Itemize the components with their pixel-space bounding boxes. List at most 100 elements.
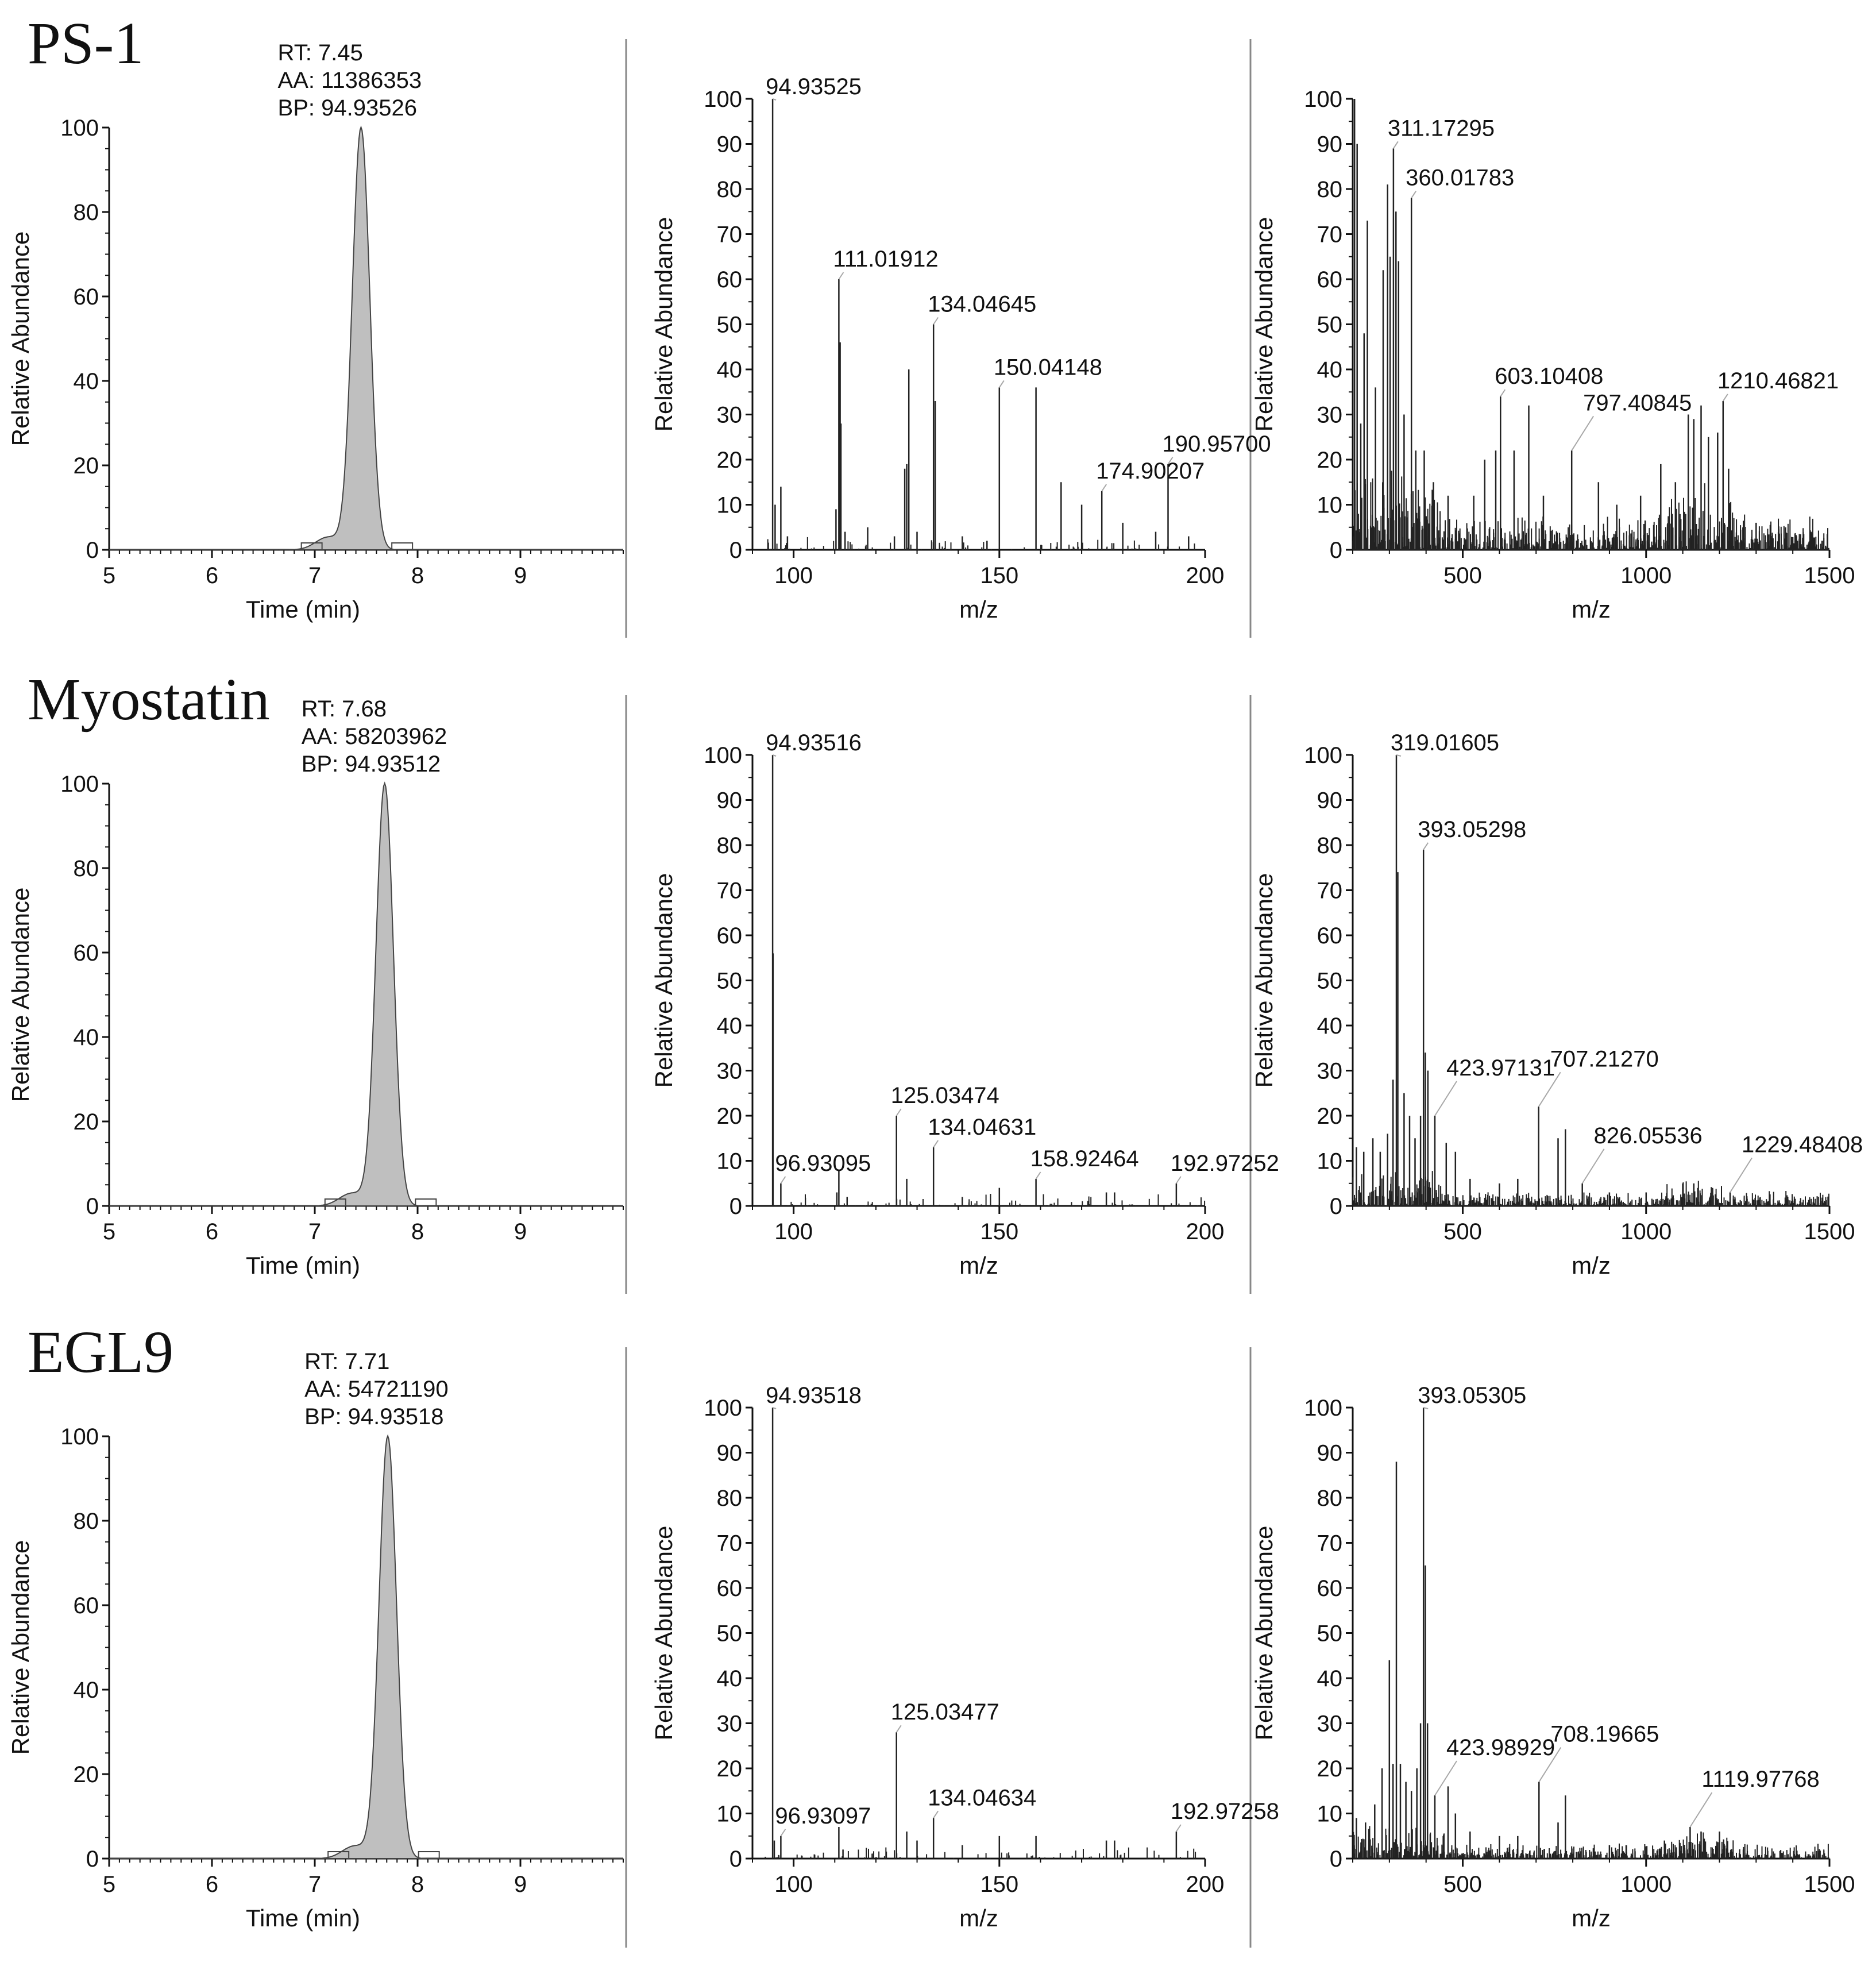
chrom-xtick-label: 5	[103, 563, 115, 588]
ms-low-ytick-label: 60	[717, 267, 743, 292]
ms-full-sticks	[1352, 755, 1830, 1206]
chrom-xtick-label: 8	[411, 1872, 424, 1897]
label-leader	[772, 98, 777, 101]
ms-low-ytick-label: 0	[729, 538, 742, 563]
chrom-x-axis-label: Time (min)	[246, 1905, 360, 1932]
aa-annotation: AA: 58203962	[302, 724, 447, 749]
label-leader	[1581, 1148, 1605, 1184]
ms-full-ytick-label: 20	[1317, 1756, 1343, 1782]
aa-annotation: AA: 54721190	[304, 1377, 449, 1402]
chrom-ytick-label: 0	[86, 538, 99, 563]
bp-annotation: BP: 94.93512	[302, 751, 441, 777]
chromatogram-panel: 0 20 40 60 80 100 5 6 7 8 9 Time (min) Relative Abun…	[7, 696, 624, 1279]
label-leader	[1101, 484, 1107, 492]
peak-label: 174.90207	[1096, 458, 1205, 484]
chrom-xtick-label: 5	[103, 1219, 115, 1244]
rt-annotation: RT: 7.68	[302, 696, 387, 722]
ms-full-x-axis-label: m/z	[1572, 1252, 1611, 1279]
ms-full-ytick-label: 30	[1317, 403, 1343, 428]
peak-label: 319.01605	[1391, 730, 1499, 755]
ms-low-ytick-label: 0	[729, 1847, 742, 1872]
ms-full-xtick-label: 500	[1443, 1872, 1482, 1897]
label-leader	[895, 1725, 902, 1733]
peak-label: 94.93518	[766, 1383, 862, 1408]
ms-low-ytick-label: 40	[717, 357, 743, 383]
ms-full-ytick-label: 100	[1304, 743, 1342, 768]
ms-full-ytick-label: 50	[1317, 313, 1343, 338]
chrom-ytick-label: 100	[60, 772, 99, 797]
ms-full-xtick-label: 500	[1443, 563, 1482, 588]
ms-full-ytick-label: 40	[1317, 357, 1343, 383]
peak-label: 707.21270	[1550, 1046, 1659, 1071]
chrom-ytick-label: 60	[74, 940, 99, 966]
ms-full-xtick-label: 1500	[1804, 1872, 1855, 1897]
ms-full-ytick-label: 20	[1317, 448, 1343, 473]
chrom-ytick-label: 20	[74, 453, 99, 479]
peak-label: 134.04631	[928, 1115, 1036, 1140]
ms-low-xtick-label: 100	[774, 1872, 813, 1897]
ms-full-ytick-label: 0	[1330, 1847, 1342, 1872]
ms-low-ytick-label: 10	[717, 1149, 743, 1174]
peak-label: 423.98929	[1446, 1735, 1555, 1760]
ms-full-ytick-label: 10	[1317, 1149, 1343, 1174]
peak-label: 311.17295	[1388, 115, 1495, 141]
ms-low-xtick-label: 100	[774, 563, 813, 588]
peak-label: 150.04148	[994, 354, 1102, 380]
ms-low-ytick-label: 30	[717, 1711, 743, 1737]
ms-low-peak-labels: 94.93525 111.01912 134.04645 150.04148 174.9…	[766, 74, 1271, 492]
label-leader	[1689, 1792, 1713, 1828]
label-leader	[772, 1407, 777, 1409]
ms-full-xtick-label: 1500	[1804, 1219, 1855, 1244]
label-leader	[1176, 1824, 1182, 1832]
peak-label: 797.40845	[1583, 390, 1692, 415]
chrom-x-axis-label: Time (min)	[246, 1252, 360, 1279]
peak-label: 134.04645	[928, 292, 1036, 317]
ms-full-y-axis-label: Relative Abundance	[1250, 873, 1277, 1088]
chrom-y-axis-label: Relative Abundance	[7, 1540, 34, 1755]
label-leader	[1423, 1407, 1429, 1409]
ms-low-ytick-label: 60	[717, 923, 743, 949]
chrom-ytick-label: 80	[74, 200, 99, 225]
ms-low-x-axis-label: m/z	[959, 1905, 998, 1932]
chrom-ytick-label: 60	[74, 284, 99, 310]
chrom-peak-area	[305, 1434, 470, 1859]
peak-label: 190.95700	[1163, 431, 1271, 457]
spectrum-low-panel: 0 10 20 30 40 50 60 70 80 90 100 100 150 200 m/z Relati…	[650, 1383, 1279, 1932]
ms-full-ytick-label: 60	[1317, 1576, 1343, 1601]
ms-full-ytick-label: 80	[1317, 177, 1343, 202]
sample-title: EGL9	[28, 1319, 173, 1385]
sample-title: PS-1	[28, 10, 144, 76]
ms-low-ytick-label: 50	[717, 1621, 743, 1647]
ms-full-xtick-label: 1000	[1620, 563, 1672, 588]
label-leader	[998, 380, 1005, 388]
ms-full-ytick-label: 30	[1317, 1059, 1343, 1084]
spectrum-full-panel: 0 10 20 30 40 50 60 70 80 90 100 500 1000 1500 m/z Rela…	[1250, 730, 1863, 1279]
peak-label: 603.10408	[1495, 364, 1603, 389]
chrom-ytick-label: 80	[74, 856, 99, 881]
chrom-y-axis-label: Relative Abundance	[7, 888, 34, 1102]
ms-low-ytick-label: 10	[717, 1802, 743, 1827]
ms-full-ytick-label: 80	[1317, 1486, 1343, 1511]
spectrum-low-panel: 0 10 20 30 40 50 60 70 80 90 100 100 150 200 m/z Relati…	[650, 730, 1279, 1279]
ms-low-ytick-label: 100	[704, 1396, 742, 1421]
chrom-peak-area	[302, 781, 467, 1206]
chrom-xtick-label: 6	[206, 1872, 218, 1897]
ms-full-xtick-label: 1000	[1620, 1219, 1672, 1244]
label-leader	[1411, 191, 1416, 199]
label-leader	[933, 1810, 939, 1818]
chrom-xtick-label: 6	[206, 1219, 218, 1244]
peak-label: 423.97131	[1446, 1055, 1555, 1081]
peak-label: 125.03477	[891, 1699, 999, 1725]
ms-low-y-axis-label: Relative Abundance	[650, 1526, 677, 1741]
label-leader	[1538, 1071, 1561, 1107]
ms-full-ytick-label: 70	[1317, 1531, 1343, 1556]
ms-low-ytick-label: 80	[717, 1486, 743, 1511]
ms-low-ytick-label: 30	[717, 403, 743, 428]
ms-low-sticks	[771, 755, 1206, 1206]
peak-label: 826.05536	[1594, 1123, 1703, 1148]
ms-low-ytick-label: 20	[717, 1756, 743, 1782]
ms-full-sticks	[1352, 99, 1829, 550]
chrom-xtick-label: 7	[308, 563, 321, 588]
